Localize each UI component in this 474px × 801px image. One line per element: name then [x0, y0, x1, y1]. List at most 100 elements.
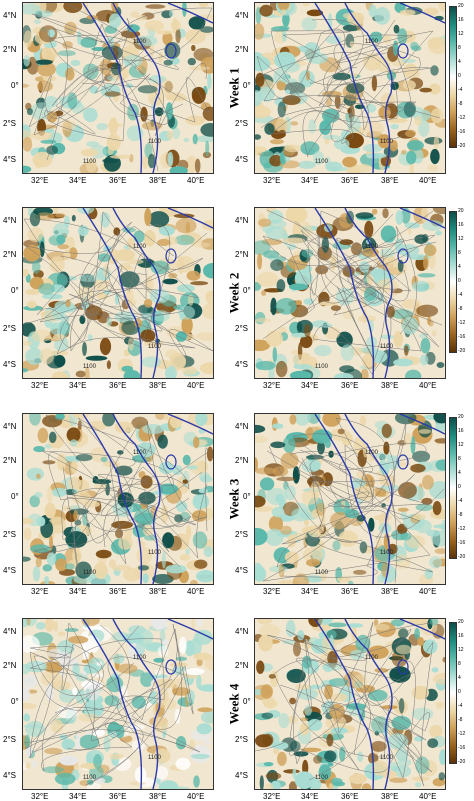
- colorbar-tick-label: 12: [458, 31, 464, 37]
- colorbar: [449, 622, 457, 764]
- anomaly-blob: [186, 525, 192, 540]
- anomaly-blob: [435, 421, 445, 432]
- anomaly-blob: [117, 492, 134, 508]
- anomaly-blob: [44, 502, 56, 519]
- anomaly-blob: [306, 558, 321, 567]
- terrain-contour: [268, 445, 388, 543]
- anomaly-blob: [325, 98, 332, 107]
- colorbar-tick-label: 16: [458, 633, 464, 639]
- anomaly-blob: [194, 559, 208, 569]
- rift-valley-contour: [314, 208, 445, 378]
- anomaly-blob: [105, 123, 124, 128]
- terrain-contour: [307, 210, 437, 336]
- anomaly-blob: [291, 332, 309, 338]
- anomaly-blob: [156, 30, 173, 35]
- colorbar-tick-label: 0: [458, 73, 461, 79]
- anomaly-blob: [93, 754, 102, 769]
- anomaly-blob: [72, 547, 82, 564]
- anomaly-blob: [277, 3, 290, 11]
- anomaly-blob: [414, 115, 422, 126]
- terrain-contour: [255, 621, 434, 787]
- anomaly-blob: [342, 156, 357, 168]
- anomaly-blob: [327, 762, 334, 767]
- anomaly-blob: [255, 424, 266, 434]
- anomaly-blob: [433, 135, 440, 150]
- anomaly-blob: [405, 369, 422, 378]
- anomaly-blob: [191, 242, 211, 248]
- anomaly-blob: [255, 467, 276, 475]
- anomaly-blob: [423, 7, 439, 16]
- highland-contour: [165, 454, 177, 470]
- longitude-tick-label: 40°E: [419, 381, 437, 390]
- anomaly-blob: [347, 116, 361, 133]
- anomaly-blob: [25, 289, 40, 295]
- anomaly-blob: [280, 525, 292, 535]
- anomaly-blob: [404, 345, 409, 356]
- longitude-tick-label: 40°E: [187, 176, 205, 185]
- anomaly-blob: [385, 491, 390, 502]
- anomaly-blob: [29, 210, 41, 227]
- anomaly-blob: [196, 135, 213, 143]
- anomaly-blob: [133, 230, 145, 243]
- anomaly-blob: [163, 59, 173, 66]
- anomaly-blob: [390, 619, 405, 627]
- anomaly-blob: [23, 268, 29, 277]
- anomaly-blob: [442, 657, 445, 663]
- anomaly-blob: [34, 491, 43, 498]
- anomaly-blob: [285, 89, 291, 95]
- anomaly-blob: [53, 333, 66, 341]
- rift-valley-contour: [82, 414, 213, 584]
- terrain-contour: [39, 225, 213, 370]
- colorbar-tick-label: -12: [458, 731, 466, 737]
- anomaly-blob: [119, 271, 140, 288]
- longitude-tick-label: 36°E: [109, 587, 127, 596]
- anomaly-blob: [144, 208, 152, 226]
- anomaly-blob: [116, 663, 138, 674]
- anomaly-blob: [438, 772, 445, 781]
- anomaly-blob: [359, 415, 367, 426]
- anomaly-blob: [176, 284, 195, 293]
- anomaly-blob: [190, 579, 198, 584]
- anomaly-blob: [372, 208, 378, 215]
- anomaly-blob: [313, 755, 323, 764]
- longitude-tick-label: 38°E: [149, 792, 167, 801]
- anomaly-blob: [82, 644, 89, 660]
- colorbar-tick-label: 8: [458, 661, 461, 667]
- anomaly-blob: [72, 662, 80, 677]
- anomaly-blob: [112, 654, 125, 664]
- anomaly-blob: [274, 51, 296, 70]
- anomaly-blob: [169, 662, 188, 668]
- week-label: Week 4: [226, 683, 242, 725]
- longitude-tick-label: 36°E: [341, 587, 359, 596]
- anomaly-blob: [38, 283, 55, 295]
- anomaly-field: 1100 1100 1100: [255, 414, 445, 584]
- week-label: Week 2: [226, 272, 242, 314]
- anomaly-blob: [36, 80, 53, 92]
- anomaly-blob: [174, 234, 195, 246]
- anomaly-blob: [204, 655, 213, 671]
- anomaly-field: 1100 1100 1100: [23, 208, 213, 378]
- contour-label: 1100: [83, 159, 97, 165]
- anomaly-blob: [293, 641, 301, 657]
- anomaly-blob: [418, 119, 430, 137]
- colorbar-tick-label: -4: [458, 498, 463, 504]
- anomaly-blob: [255, 317, 271, 323]
- anomaly-blob: [64, 563, 75, 570]
- colorbar-tick-label: -20: [458, 348, 466, 354]
- anomaly-blob: [351, 242, 362, 256]
- anomaly-blob: [49, 535, 53, 551]
- anomaly-blob: [78, 225, 89, 236]
- anomaly-blob: [255, 105, 271, 119]
- anomaly-blob: [169, 166, 188, 173]
- anomaly-blob: [175, 218, 197, 234]
- anomaly-blob: [283, 769, 300, 774]
- anomaly-blob: [407, 228, 412, 235]
- anomaly-blob: [165, 349, 179, 359]
- latitude-tick-label: 4°N: [235, 627, 249, 636]
- colorbar-tick-label: 4: [458, 675, 461, 681]
- anomaly-blob: [268, 674, 276, 679]
- anomaly-blob: [395, 210, 404, 225]
- anomaly-blob: [275, 117, 290, 134]
- anomaly-blob: [25, 347, 44, 365]
- anomaly-blob: [194, 158, 201, 173]
